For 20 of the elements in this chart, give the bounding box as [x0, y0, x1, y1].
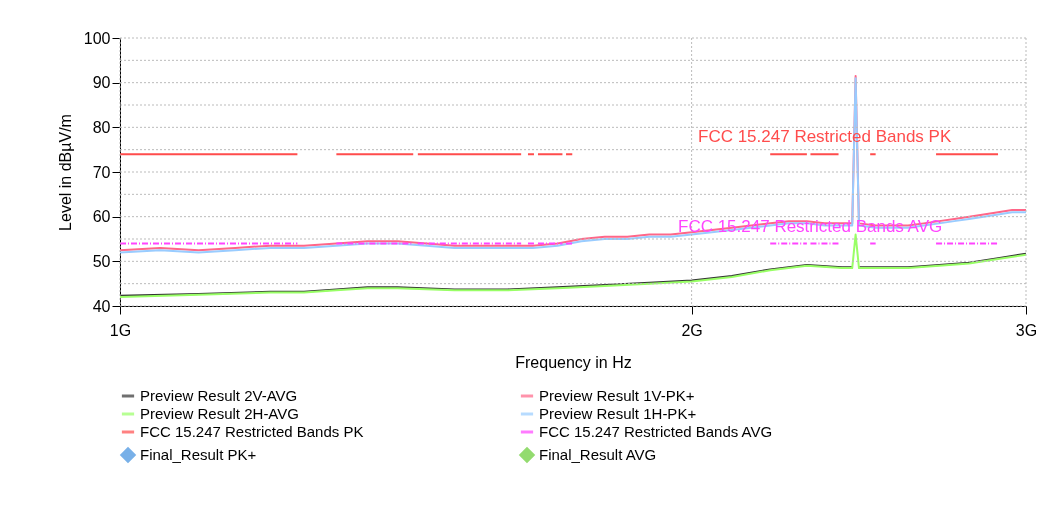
y-tick-label: 40: [92, 297, 111, 315]
legend-label: Preview Result 2H-AVG: [140, 405, 299, 422]
y-tick-label: 60: [92, 208, 111, 226]
legend-label: Preview Result 1H-PK+: [539, 405, 697, 422]
legend-label: FCC 15.247 Restricted Bands PK: [140, 423, 364, 440]
legend-label: Preview Result 2V-AVG: [140, 387, 298, 404]
y-tick-label: 90: [92, 74, 111, 92]
y-tick-label: 50: [92, 252, 111, 270]
y-tick-label: 70: [92, 163, 111, 181]
y-axis-title: Level in dBµV/m: [56, 114, 74, 231]
legend-label: FCC 15.247 Restricted Bands AVG: [539, 423, 773, 440]
x-axis-title: Frequency in Hz: [515, 353, 632, 371]
y-tick-label: 80: [92, 118, 111, 136]
x-tick-label: 3G: [1015, 321, 1038, 339]
legend-label: Preview Result 1V-PK+: [539, 387, 695, 404]
y-tick-label: 100: [83, 29, 111, 47]
x-tick-label: 2G: [681, 321, 703, 339]
legend-label: Final_Result AVG: [539, 446, 657, 463]
legend-label: Final_Result PK+: [140, 446, 257, 463]
x-tick-label: 1G: [109, 321, 132, 339]
